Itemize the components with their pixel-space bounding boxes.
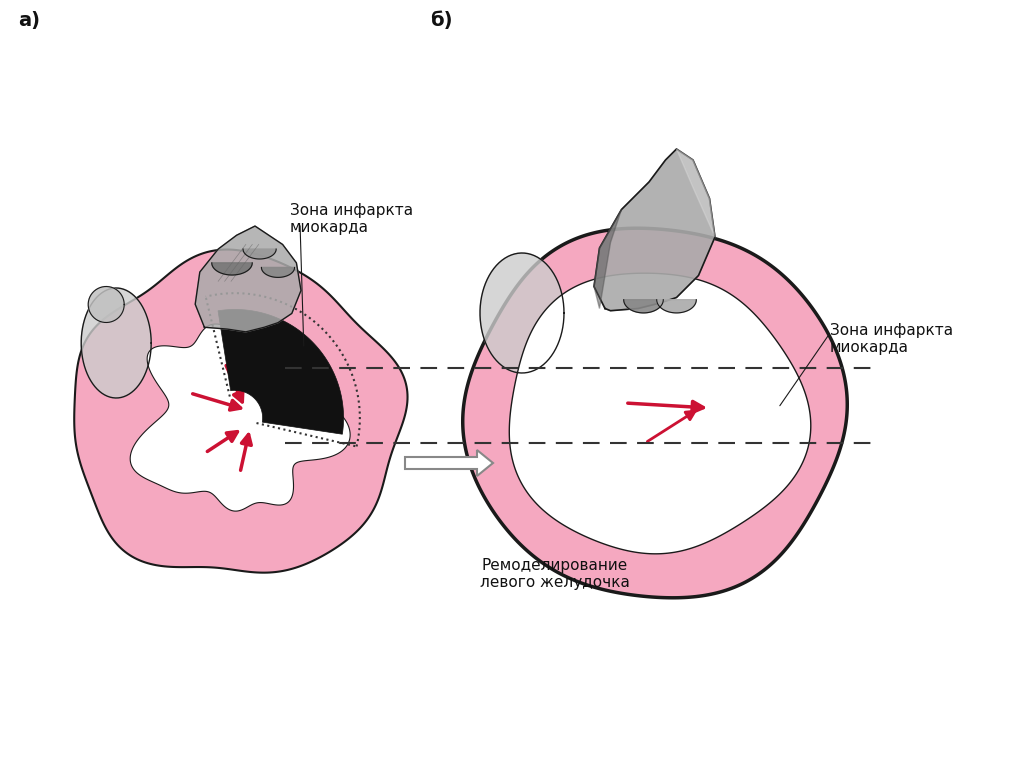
Polygon shape xyxy=(130,318,350,511)
Text: Ремоделирование
левого желудочка: Ремоделирование левого желудочка xyxy=(480,558,630,591)
Text: Зона инфаркта
миокарда: Зона инфаркта миокарда xyxy=(830,323,953,356)
FancyArrow shape xyxy=(406,450,493,476)
Polygon shape xyxy=(656,300,696,313)
Text: б): б) xyxy=(430,11,453,30)
Polygon shape xyxy=(212,263,252,275)
Polygon shape xyxy=(81,288,152,398)
Polygon shape xyxy=(624,300,664,313)
Polygon shape xyxy=(74,250,408,573)
Polygon shape xyxy=(594,210,622,309)
Text: Зона инфаркта
миокарда: Зона инфаркта миокарда xyxy=(290,203,413,236)
Polygon shape xyxy=(463,228,847,598)
Polygon shape xyxy=(88,286,124,323)
Polygon shape xyxy=(261,267,295,277)
Polygon shape xyxy=(677,149,715,237)
Polygon shape xyxy=(218,310,344,434)
Text: а): а) xyxy=(18,11,40,30)
Polygon shape xyxy=(480,253,564,373)
Polygon shape xyxy=(196,226,301,332)
Polygon shape xyxy=(509,273,811,554)
Polygon shape xyxy=(243,249,276,259)
Polygon shape xyxy=(594,149,715,311)
